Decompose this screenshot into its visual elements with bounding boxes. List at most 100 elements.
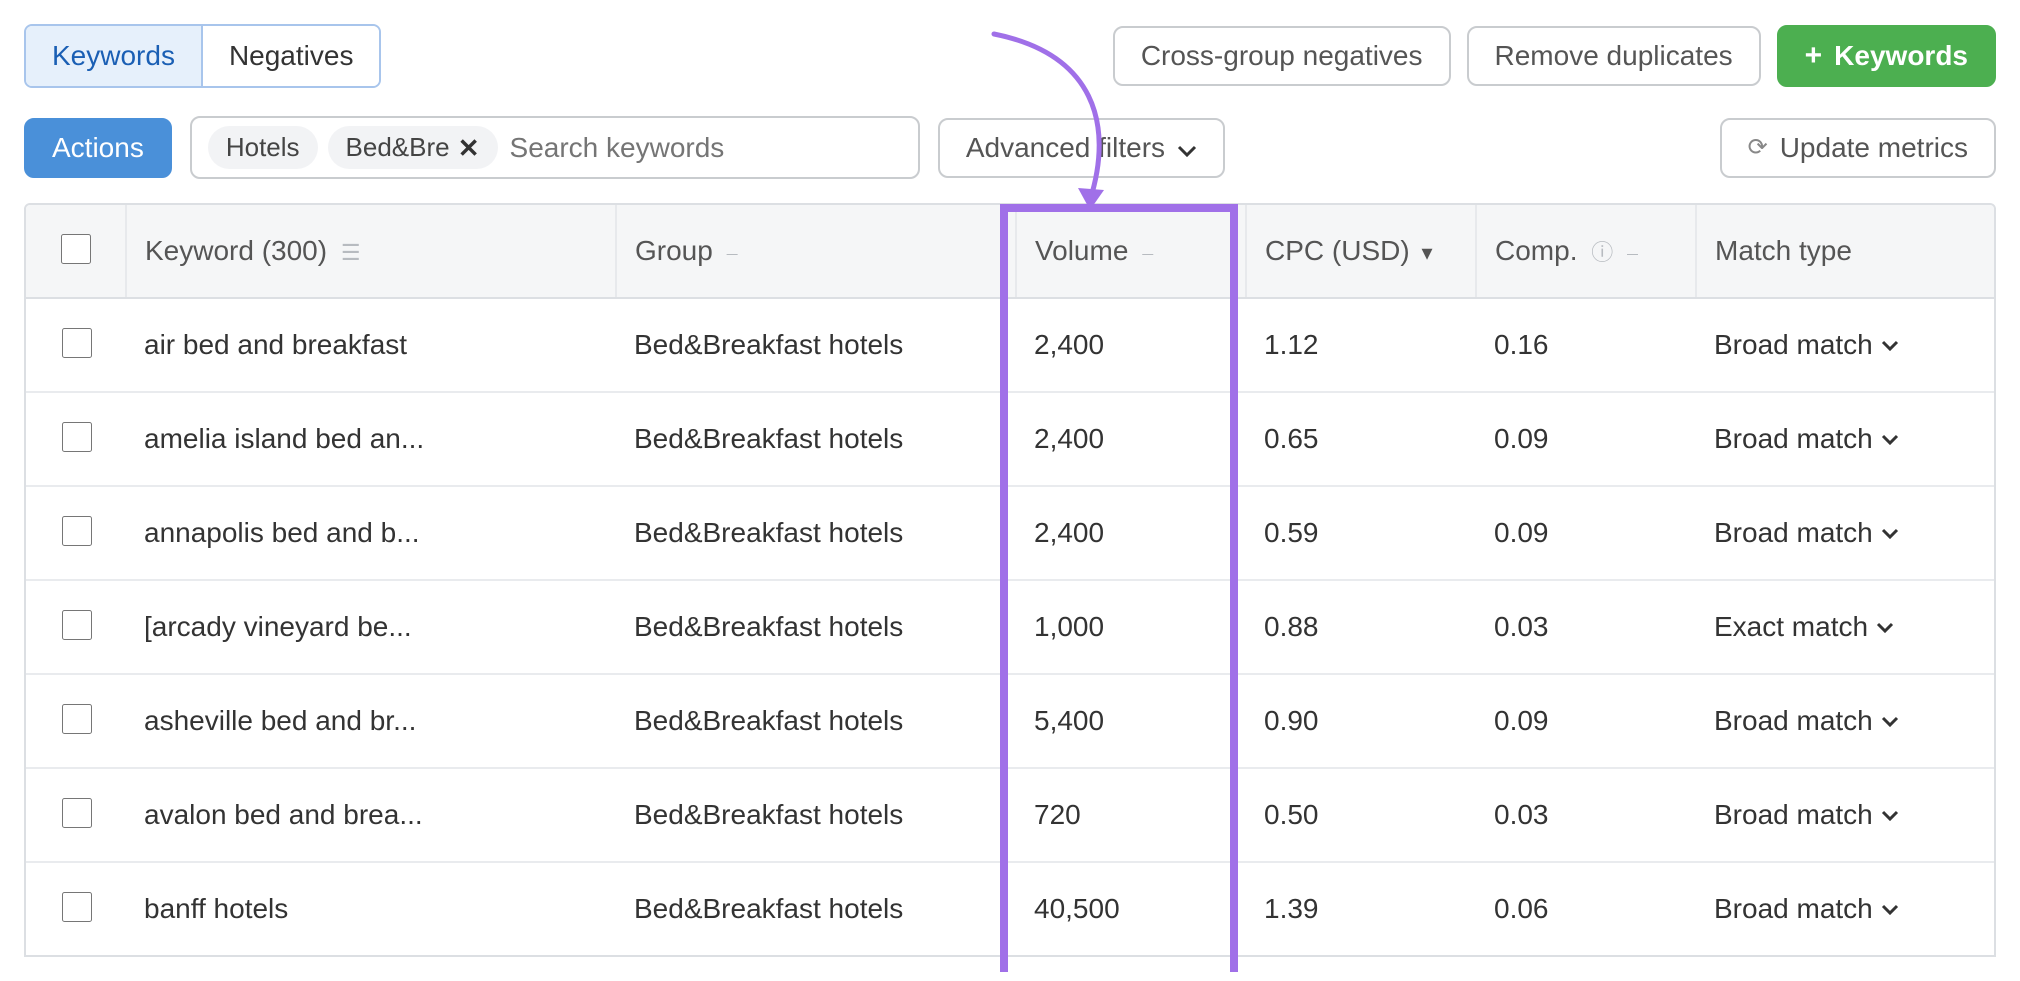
filter-chip-bedbreakfast[interactable]: Bed&Brea ✕ — [328, 126, 498, 169]
remove-duplicates-button[interactable]: Remove duplicates — [1467, 26, 1761, 86]
cell-comp: 0.03 — [1476, 768, 1696, 862]
cell-keyword[interactable]: annapolis bed and b... — [126, 486, 616, 580]
tab-keywords[interactable]: Keywords — [26, 26, 201, 86]
cell-match-type[interactable]: Broad match — [1696, 862, 1994, 955]
select-all-checkbox[interactable] — [61, 234, 91, 264]
cell-group[interactable]: Bed&Breakfast hotels — [616, 392, 1016, 486]
top-row-right: Cross-group negatives Remove duplicates … — [1113, 25, 1996, 87]
chevron-down-icon — [1177, 134, 1197, 162]
col-keyword-label: Keyword (300) — [145, 235, 327, 266]
col-group[interactable]: Group ⎯ — [616, 205, 1016, 298]
cell-cpc: 0.90 — [1246, 674, 1476, 768]
col-comp-label: Comp. — [1495, 235, 1577, 266]
col-match-type[interactable]: Match type — [1696, 205, 1994, 298]
table-body: air bed and breakfastBed&Breakfast hotel… — [26, 298, 1994, 955]
row-checkbox[interactable] — [62, 422, 92, 452]
top-row: Keywords Negatives Cross-group negatives… — [24, 24, 1996, 88]
cell-match-type[interactable]: Broad match — [1696, 298, 1994, 392]
chevron-down-icon — [1881, 434, 1899, 445]
cell-match-type[interactable]: Broad match — [1696, 674, 1994, 768]
chevron-down-icon — [1881, 904, 1899, 915]
cell-comp: 0.09 — [1476, 392, 1696, 486]
match-type-select[interactable]: Exact match — [1714, 611, 1894, 643]
chevron-down-icon — [1881, 716, 1899, 727]
advanced-filters-button[interactable]: Advanced filters — [938, 118, 1225, 178]
refresh-icon: ⟳ — [1748, 136, 1768, 160]
tab-negatives[interactable]: Negatives — [201, 26, 380, 86]
cell-group[interactable]: Bed&Breakfast hotels — [616, 862, 1016, 955]
match-type-select[interactable]: Broad match — [1714, 423, 1899, 455]
cell-cpc: 0.59 — [1246, 486, 1476, 580]
cell-group[interactable]: Bed&Breakfast hotels — [616, 298, 1016, 392]
toolbar-row: Actions Hotels Bed&Brea ✕ Advanced filte… — [24, 116, 1996, 179]
cell-volume: 2,400 — [1016, 486, 1246, 580]
search-input[interactable] — [508, 131, 902, 165]
cell-comp: 0.09 — [1476, 486, 1696, 580]
row-checkbox[interactable] — [62, 892, 92, 922]
cell-keyword[interactable]: banff hotels — [126, 862, 616, 955]
actions-button[interactable]: Actions — [24, 118, 172, 178]
chip-label: Bed&Brea — [346, 132, 450, 163]
keywords-table: Keyword (300) ☰ Group ⎯ Volume ⎯ CPC (US… — [26, 205, 1994, 955]
cell-keyword[interactable]: avalon bed and brea... — [126, 768, 616, 862]
cell-volume: 2,400 — [1016, 392, 1246, 486]
cell-volume: 40,500 — [1016, 862, 1246, 955]
chip-close-icon[interactable]: ✕ — [458, 135, 480, 161]
cell-group[interactable]: Bed&Breakfast hotels — [616, 768, 1016, 862]
cell-comp: 0.16 — [1476, 298, 1696, 392]
cross-group-negatives-button[interactable]: Cross-group negatives — [1113, 26, 1451, 86]
chevron-down-icon — [1881, 810, 1899, 821]
cell-volume: 5,400 — [1016, 674, 1246, 768]
row-checkbox[interactable] — [62, 516, 92, 546]
cell-keyword[interactable]: amelia island bed an... — [126, 392, 616, 486]
update-metrics-button[interactable]: ⟳ Update metrics — [1720, 118, 1996, 178]
top-row-left: Keywords Negatives — [24, 24, 381, 88]
select-all-header — [26, 205, 126, 298]
filter-chip-hotels[interactable]: Hotels — [208, 126, 318, 169]
cell-keyword[interactable]: [arcady vineyard be... — [126, 580, 616, 674]
keywords-negatives-segment: Keywords Negatives — [24, 24, 381, 88]
search-keywords-box[interactable]: Hotels Bed&Brea ✕ — [190, 116, 920, 179]
cell-match-type[interactable]: Broad match — [1696, 486, 1994, 580]
sort-icon: ⎯ — [1142, 240, 1153, 265]
table-row: annapolis bed and b...Bed&Breakfast hote… — [26, 486, 1994, 580]
match-type-select[interactable]: Broad match — [1714, 329, 1899, 361]
col-keyword[interactable]: Keyword (300) ☰ — [126, 205, 616, 298]
table-row: [arcady vineyard be...Bed&Breakfast hote… — [26, 580, 1994, 674]
chip-label: Hotels — [226, 132, 300, 163]
cell-group[interactable]: Bed&Breakfast hotels — [616, 580, 1016, 674]
cell-volume: 2,400 — [1016, 298, 1246, 392]
add-keywords-button[interactable]: + Keywords — [1777, 25, 1996, 87]
cell-match-type[interactable]: Broad match — [1696, 768, 1994, 862]
cell-group[interactable]: Bed&Breakfast hotels — [616, 486, 1016, 580]
cell-cpc: 0.65 — [1246, 392, 1476, 486]
table-row: asheville bed and br...Bed&Breakfast hot… — [26, 674, 1994, 768]
cell-volume: 1,000 — [1016, 580, 1246, 674]
update-metrics-label: Update metrics — [1780, 134, 1968, 162]
match-type-select[interactable]: Broad match — [1714, 517, 1899, 549]
table-row: banff hotelsBed&Breakfast hotels40,5001.… — [26, 862, 1994, 955]
cell-cpc: 1.12 — [1246, 298, 1476, 392]
table-row: amelia island bed an...Bed&Breakfast hot… — [26, 392, 1994, 486]
row-checkbox[interactable] — [62, 610, 92, 640]
cell-volume: 720 — [1016, 768, 1246, 862]
cell-keyword[interactable]: asheville bed and br... — [126, 674, 616, 768]
cell-comp: 0.06 — [1476, 862, 1696, 955]
col-cpc[interactable]: CPC (USD) ▾ — [1246, 205, 1476, 298]
cell-match-type[interactable]: Broad match — [1696, 392, 1994, 486]
cell-keyword[interactable]: air bed and breakfast — [126, 298, 616, 392]
advanced-filters-label: Advanced filters — [966, 134, 1165, 162]
match-type-select[interactable]: Broad match — [1714, 705, 1899, 737]
match-type-select[interactable]: Broad match — [1714, 893, 1899, 925]
sort-icon: ⎯ — [727, 240, 738, 265]
col-comp[interactable]: Comp. ⓘ ⎯ — [1476, 205, 1696, 298]
row-checkbox[interactable] — [62, 328, 92, 358]
col-group-label: Group — [635, 235, 713, 266]
cell-match-type[interactable]: Exact match — [1696, 580, 1994, 674]
match-type-select[interactable]: Broad match — [1714, 799, 1899, 831]
row-checkbox[interactable] — [62, 798, 92, 828]
cell-group[interactable]: Bed&Breakfast hotels — [616, 674, 1016, 768]
col-volume[interactable]: Volume ⎯ — [1016, 205, 1246, 298]
row-checkbox[interactable] — [62, 704, 92, 734]
add-keywords-label: Keywords — [1834, 42, 1968, 70]
